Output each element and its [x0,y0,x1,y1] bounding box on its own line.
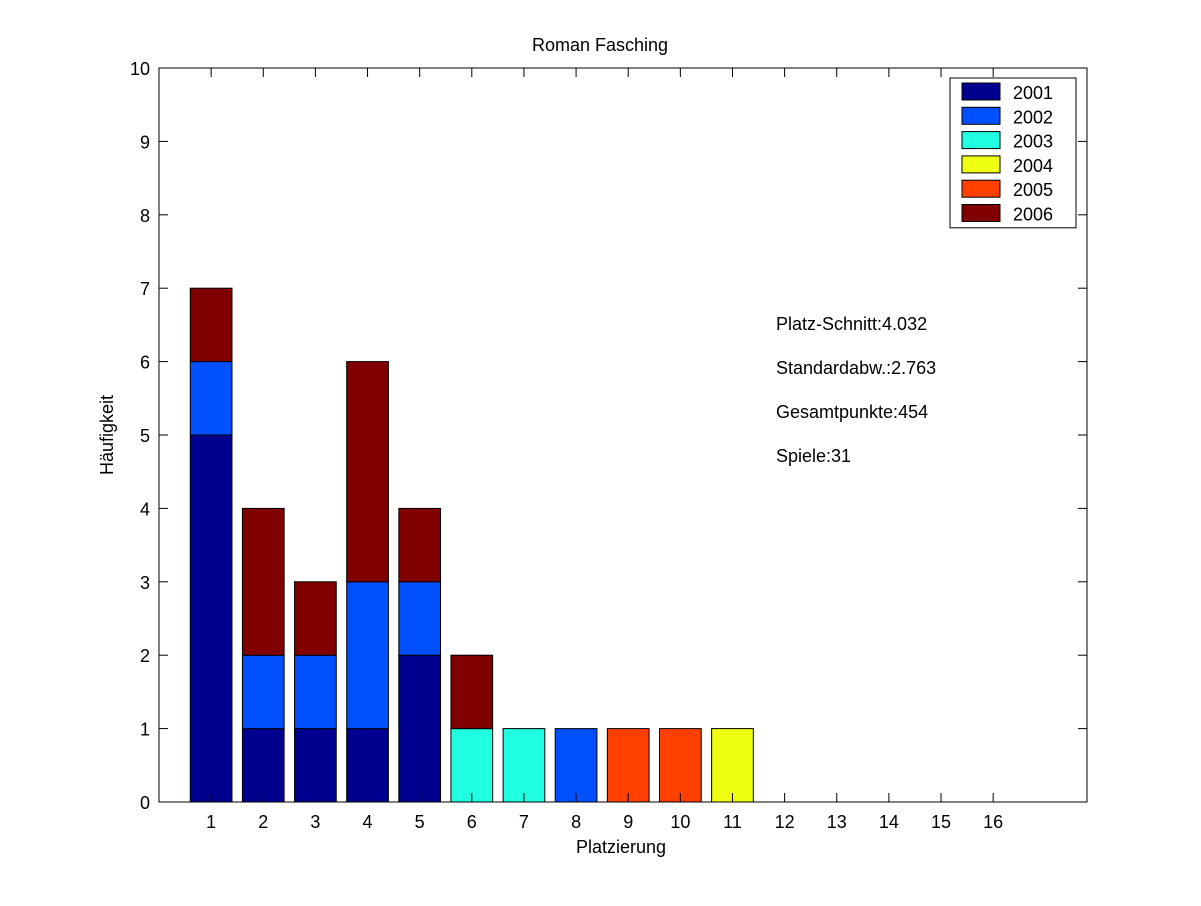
legend-swatch-2001 [961,82,1001,101]
x-tick-label: 15 [931,812,951,832]
x-tick-label: 10 [670,812,690,832]
bar-segment-1-2006 [189,287,233,363]
legend-swatch-2006 [961,204,1001,222]
chart-title: Roman Fasching [532,35,668,55]
bar-segment-11-2004 [711,728,754,803]
x-tick-label: 12 [775,812,795,832]
bar-segment-8-2002 [554,728,598,803]
bar-segment-5-2002 [398,581,442,656]
stats-annotation: Platz-Schnitt:4.032 [776,314,927,334]
bar-segment-6-2006 [450,654,494,730]
x-tick-label: 1 [206,812,216,832]
bar-segment-2-2006 [241,507,285,656]
y-axis-label: Häufigkeit [97,395,117,475]
bar-segment-5-2001 [398,654,442,803]
stats-annotation: Spiele:31 [776,446,851,466]
x-tick-label: 5 [415,812,425,832]
bar-segment-2-2002 [241,654,285,730]
stats-annotation: Gesamtpunkte:454 [776,402,928,422]
x-tick-label: 13 [827,812,847,832]
legend-label-2005: 2005 [1013,180,1053,200]
y-tick-label: 3 [140,573,150,593]
bar-segment-3-2006 [294,581,337,656]
legend-label-2004: 2004 [1013,156,1053,176]
y-tick-label: 7 [140,279,150,299]
bar-segment-4-2001 [346,728,389,803]
legend-label-2003: 2003 [1013,132,1053,152]
bar-segment-7-2003 [502,728,546,803]
stats-annotation: Standardabw.:2.763 [776,358,936,378]
x-tick-label: 2 [258,812,268,832]
legend-swatch-2002 [961,106,1001,125]
y-tick-label: 5 [140,426,150,446]
legend: 2001 2002 2003 2004 2005 2006 [949,77,1077,229]
bar-segment-1-2002 [189,361,233,436]
x-tick-label: 7 [519,812,529,832]
y-tick-label: 8 [140,206,150,226]
stats-annotations: Platz-Schnitt:4.032 Standardabw.:2.763 Ges… [776,314,936,466]
x-tick-label: 9 [623,812,633,832]
legend-swatch-2003 [961,131,1001,150]
y-tick-label: 2 [140,646,150,666]
y-tick-label: 10 [130,59,150,79]
bar-segment-10-2005 [658,728,702,803]
bar-segment-6-2003 [450,728,494,803]
bar-segment-4-2002 [346,581,389,730]
legend-swatch-2004 [961,155,1001,174]
x-tick-label: 11 [723,812,742,832]
y-tick-label: 9 [140,132,150,152]
x-tick-label: 6 [467,812,477,832]
y-tick-label: 0 [140,793,150,813]
legend-box [949,77,1077,229]
x-tick-label: 8 [571,812,581,832]
y-tick-label: 1 [140,720,150,740]
x-tick-label: 3 [310,812,320,832]
legend-swatch-2005 [961,179,1001,198]
legend-label-2006: 2006 [1013,205,1053,225]
y-tick-label: 4 [140,499,150,519]
bar-segment-3-2001 [294,728,337,803]
x-tick-label: 14 [879,812,899,832]
bar-segment-4-2006 [346,361,389,583]
y-tick-label: 6 [140,353,150,373]
bar-segment-1-2001 [189,434,233,803]
bar-segment-3-2002 [294,654,337,730]
bar-segment-2-2001 [241,728,285,803]
x-axis-label: Platzierung [576,837,666,857]
legend-label-2002: 2002 [1013,107,1053,127]
legend-label-2001: 2001 [1013,83,1053,103]
bar-segment-9-2005 [606,728,650,803]
bar-segment-5-2006 [398,507,442,583]
x-tick-label: 16 [983,812,1003,832]
x-tick-label: 4 [363,812,373,832]
